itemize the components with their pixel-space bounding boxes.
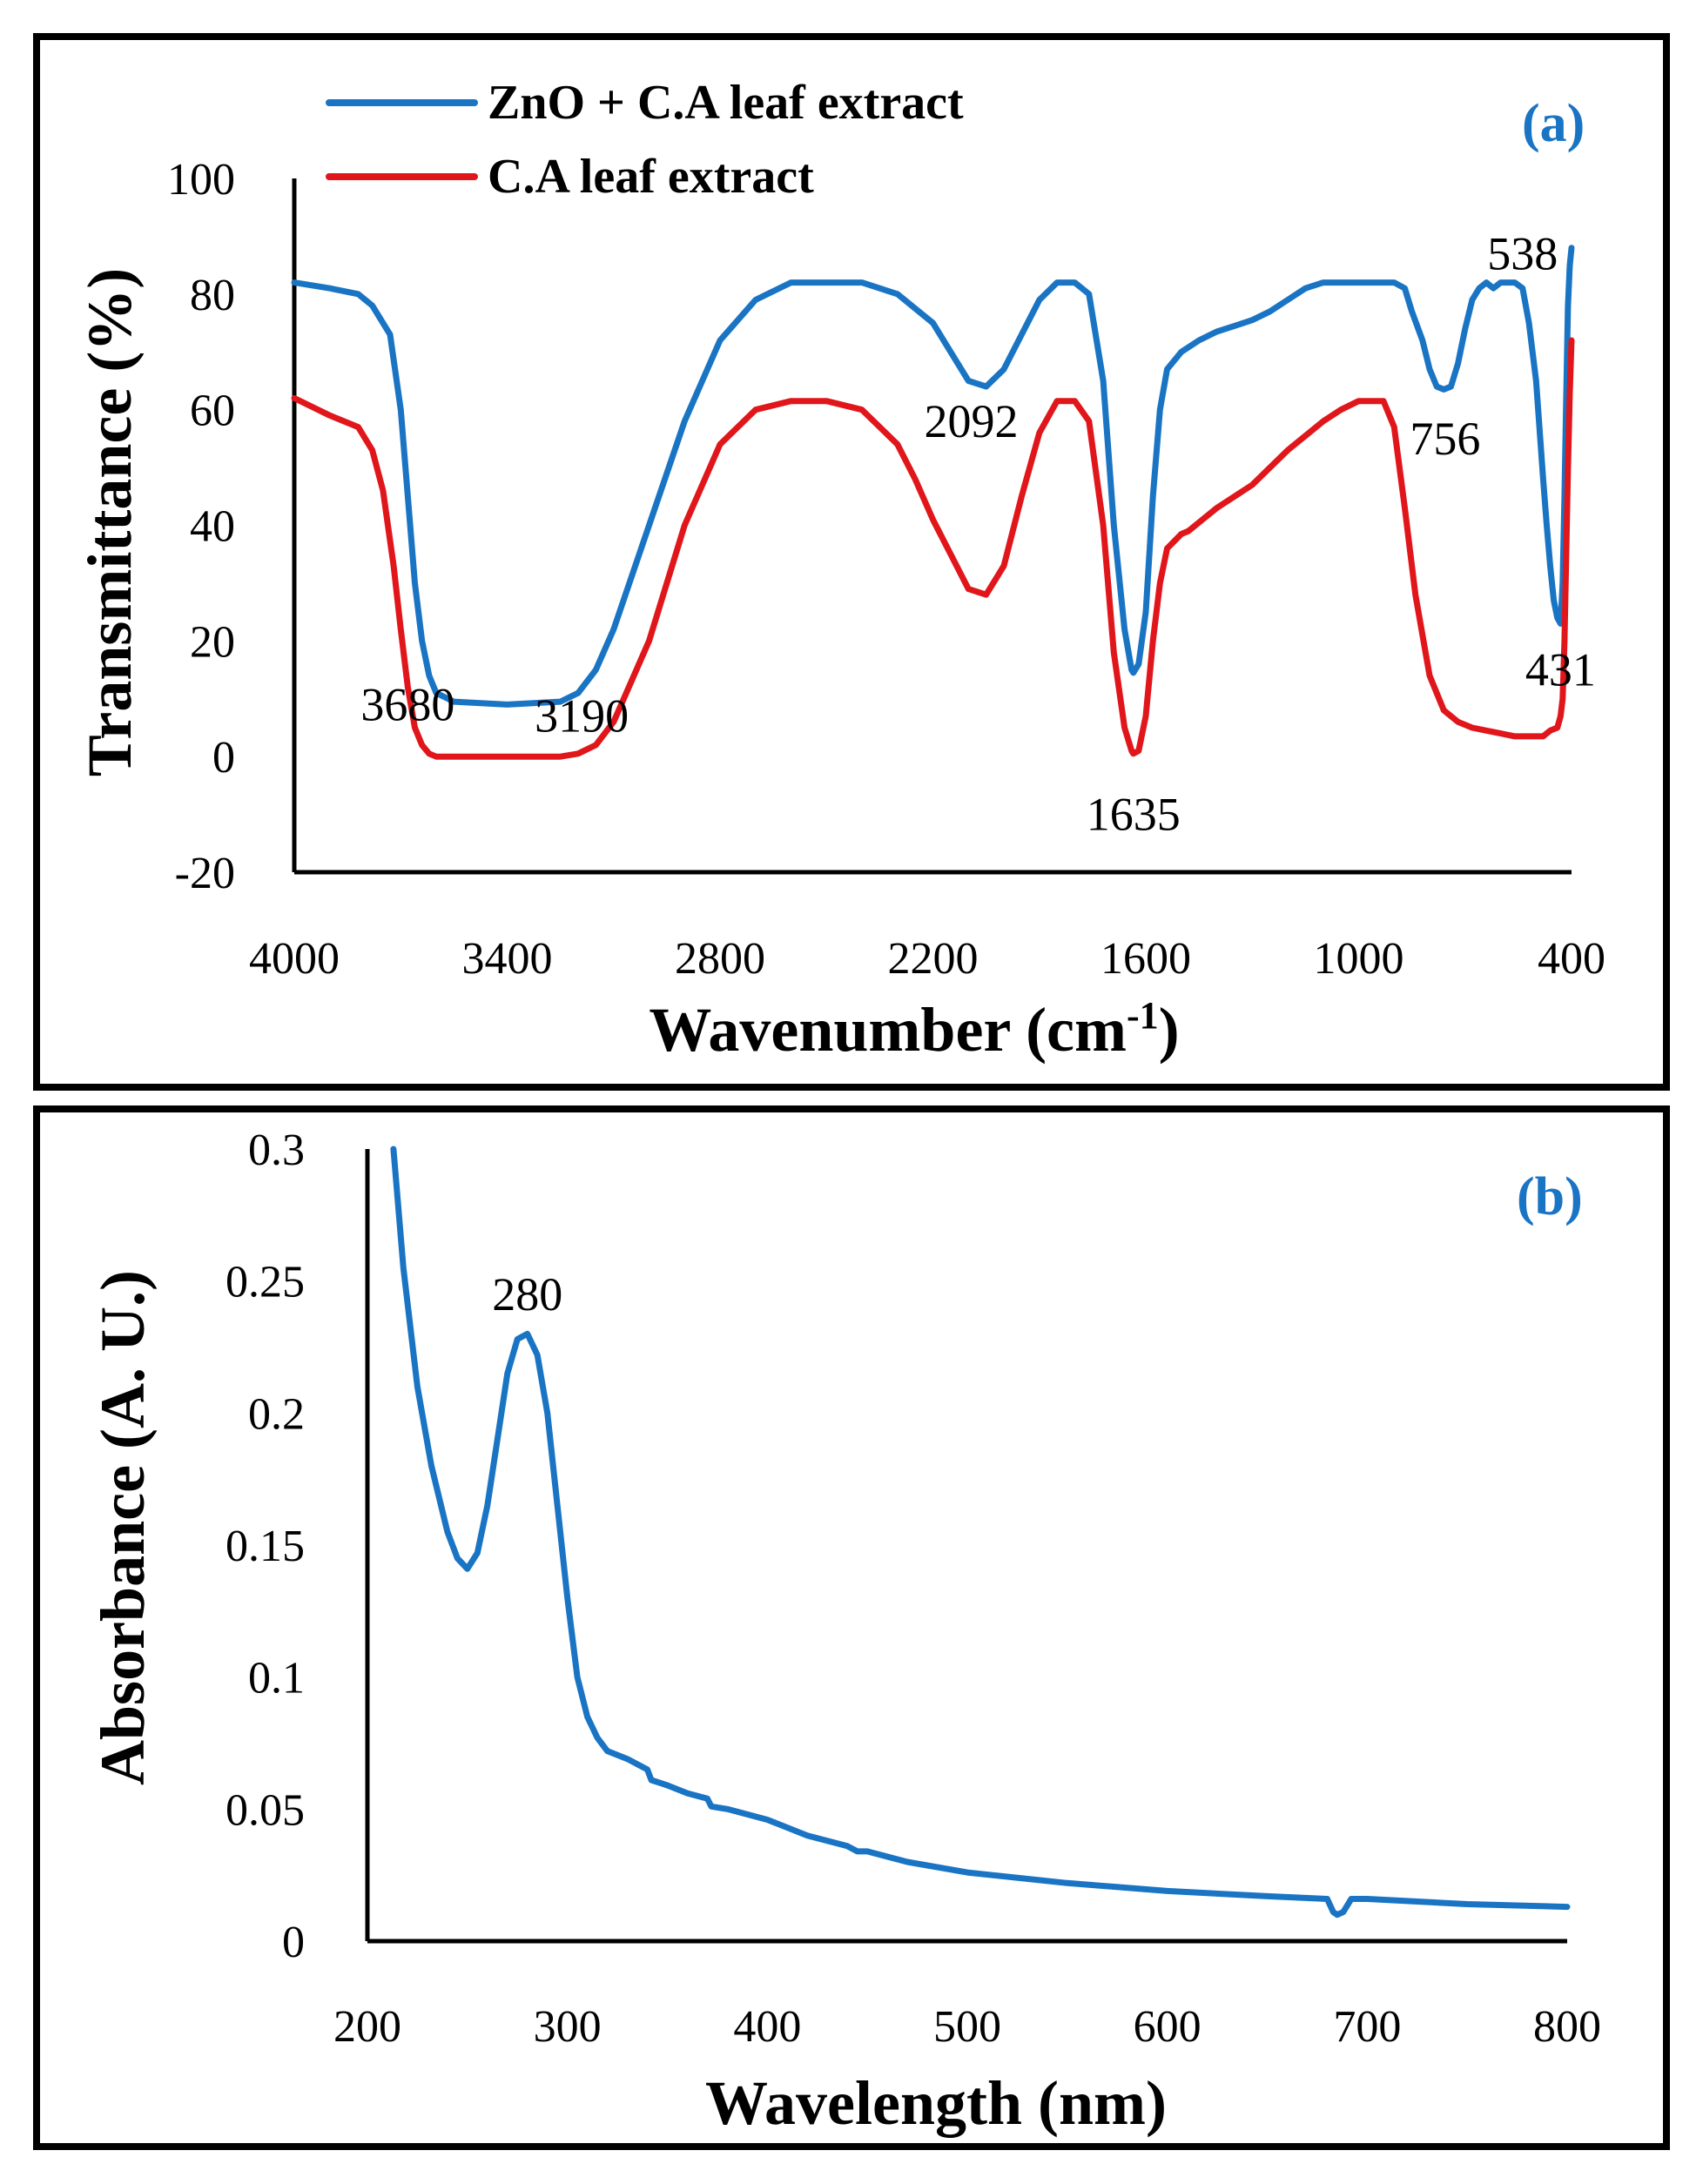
chart-a-y-tick-label: 20 (190, 617, 235, 667)
chart-a-y-tick-label: 0 (212, 733, 235, 783)
chart-a-y-ticks: 100 80 60 40 20 0 -20 (167, 155, 235, 898)
legend-label-zno-ca: ZnO + C.A leaf extract (488, 76, 964, 130)
chart-b-series-absorbance (390, 1146, 1571, 1919)
chart-a-annotation-2092: 2092 (925, 395, 1019, 447)
chart-b-annotations: 280 (492, 1268, 562, 1320)
chart-b-y-tick-label: 0.3 (248, 1126, 305, 1175)
chart-b-y-tick-label: 0 (282, 1918, 305, 1967)
panel-b (33, 1105, 1670, 2150)
chart-b-x-tick-label: 500 (933, 2002, 1001, 2052)
chart-b-annotation-280: 280 (492, 1268, 562, 1320)
chart-a-annotation-3190: 3190 (535, 690, 629, 743)
chart-b-x-tick-label: 400 (733, 2002, 801, 2052)
chart-b-x-ticks: 200 300 400 500 600 700 800 (333, 2002, 1601, 2052)
chart-a-x-tick-label: 400 (1538, 934, 1605, 984)
chart-a-y-tick-label: -20 (175, 849, 235, 898)
chart-a-x-tick-label: 2800 (675, 934, 765, 984)
chart-a-series-zno-c-a-leaf-extract (291, 245, 1575, 708)
chart-a-y-axis-title: Transmittance (%) (75, 268, 145, 777)
chart-b-x-tick-label: 800 (1533, 2002, 1601, 2052)
chart-b-x-tick-label: 300 (534, 2002, 602, 2052)
chart-b-y-tick-label: 0.15 (225, 1522, 305, 1571)
chart-b-y-axis-title: Absorbance (A. U.) (88, 1270, 158, 1785)
chart-a-y-tick-label: 60 (190, 386, 235, 436)
chart-b-y-ticks: 0.3 0.25 0.2 0.15 0.1 0.05 0 (225, 1126, 305, 1967)
chart-a-annotation-538: 538 (1487, 227, 1558, 279)
chart-b-y-tick-label: 0.2 (248, 1389, 305, 1439)
chart-a-y-tick-label: 40 (190, 502, 235, 552)
chart-b: 0.3 0.25 0.2 0.15 0.1 0.05 0 200 300 400 500 600 70… (88, 1126, 1601, 2138)
panel-a-label: (a) (1522, 94, 1585, 153)
chart-a-x-tick-label: 1000 (1314, 934, 1404, 984)
chart-b-y-tick-label: 0.1 (248, 1654, 305, 1704)
chart-b-x-tick-label: 600 (1134, 2002, 1202, 2052)
chart-a-series (291, 245, 1575, 760)
chart-a-legend: ZnO + C.A leaf extract C.A leaf extract (326, 76, 964, 204)
chart-a-axes (292, 178, 1572, 875)
chart-a-x-tick-label: 1600 (1101, 934, 1191, 984)
legend-label-ca: C.A leaf extract (488, 150, 814, 204)
chart-b-axes (365, 1149, 1567, 1944)
chart-a-x-tick-label: 3400 (462, 934, 553, 984)
chart-b-y-tick-label: 0.05 (225, 1785, 305, 1835)
chart-a-y-tick-label: 80 (190, 271, 235, 320)
chart-b-x-tick-label: 200 (333, 2002, 401, 2052)
chart-b-series (390, 1146, 1571, 1919)
chart-a-series-c-a-leaf-extract (291, 337, 1575, 760)
panel-b-label: (b) (1517, 1167, 1583, 1226)
chart-a-x-axis-title: Wavenumber (cm-1) (649, 994, 1179, 1065)
chart-a-annotation-756: 756 (1410, 413, 1480, 465)
chart-a-x-tick-label: 2200 (888, 934, 979, 984)
chart-a-annotation-3680: 3680 (360, 678, 454, 730)
chart-b-x-axis-title: Wavelength (nm) (705, 2068, 1167, 2138)
chart-b-y-tick-label: 0.25 (225, 1258, 305, 1307)
chart-a: 100 80 60 40 20 0 -20 4000 3400 2800 2200 1600 1000… (75, 76, 1605, 1065)
chart-a-x-tick-label: 4000 (249, 934, 340, 984)
chart-b-x-tick-label: 700 (1333, 2002, 1401, 2052)
chart-a-annotation-431: 431 (1525, 644, 1596, 696)
chart-a-y-tick-label: 100 (167, 155, 235, 205)
chart-a-annotation-1635: 1635 (1087, 789, 1181, 841)
panel-a (33, 33, 1670, 1091)
chart-a-annotations: 3680 3190 2092 1635 756 538 431 (360, 227, 1595, 840)
chart-a-x-ticks: 4000 3400 2800 2200 1600 1000 400 (249, 934, 1605, 984)
